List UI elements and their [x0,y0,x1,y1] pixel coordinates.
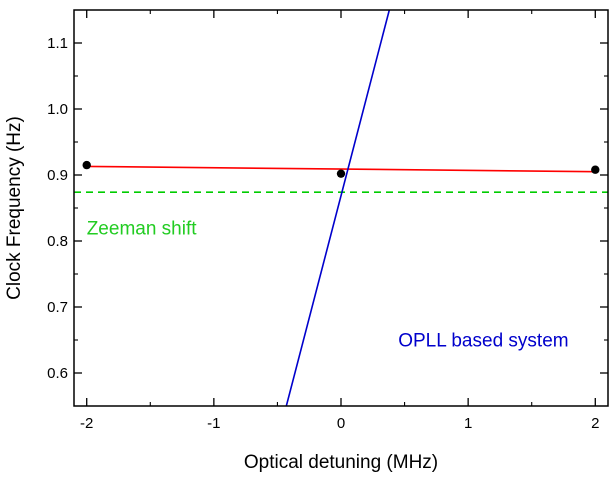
y-tick-label-2: 0.8 [47,233,68,250]
x-tick-label-3: 1 [464,415,472,432]
y-tick-label-1: 0.7 [47,299,68,316]
plot-series-layer [74,10,608,406]
annotation-label-1: OPLL based system [398,331,568,352]
y-tick-label-0: 0.6 [47,365,68,382]
data-point-0-1 [336,169,346,178]
annotation-layer: Zeeman shift OPLL based system [87,218,569,351]
data-point-0-2 [591,165,600,174]
series-line-1 [86,165,596,173]
y-tick-label-4: 1.0 [47,101,68,118]
axis-tick-labels: -2 -1 0 1 2 0.6 0.7 0.8 0.9 1.0 1.1 [47,35,599,432]
data-point-0-0 [82,160,91,170]
y-tick-label-3: 0.9 [47,167,68,184]
x-tick-label-1: -1 [207,415,220,432]
y-tick-label-5: 1.1 [47,35,68,52]
x-axis-title: Optical detuning (MHz) [244,452,438,473]
y-axis-title: Clock Frequency (Hz) [4,116,25,300]
series-line-3 [285,10,391,406]
axis-ticks [74,10,608,406]
x-tick-label-4: 2 [591,415,599,432]
annotation-label-0: Zeeman shift [87,218,198,239]
x-tick-label-2: 0 [337,415,345,432]
x-tick-label-0: -2 [80,415,93,432]
